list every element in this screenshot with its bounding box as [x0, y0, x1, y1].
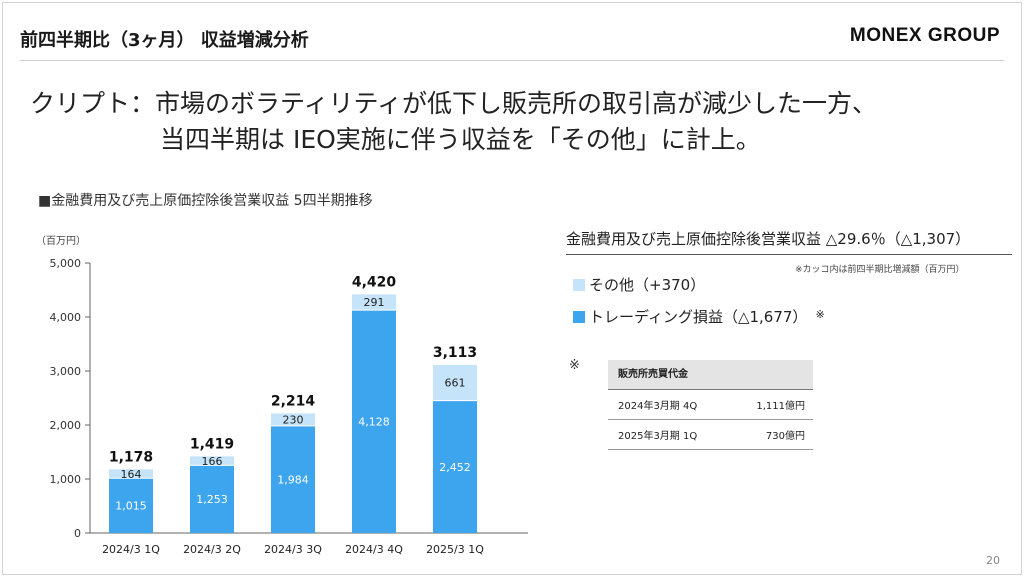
- data-label-trading: 2,452: [439, 461, 471, 474]
- data-label-trading: 4,128: [358, 416, 390, 429]
- data-label-other: 291: [364, 296, 385, 309]
- bar-segment-trading: [109, 478, 153, 533]
- x-tick-label: 2024/3 1Q: [102, 543, 160, 556]
- header-divider: [20, 60, 1004, 61]
- x-tick-label: 2025/3 1Q: [426, 543, 484, 556]
- y-unit-label: （百万円）: [36, 235, 86, 247]
- data-label-other: 661: [445, 377, 466, 390]
- data-label-total: 1,419: [190, 436, 234, 452]
- headline: クリプト：市場のボラティリティが低下し販売所の取引高が減少した一方、 当四半期は…: [30, 86, 877, 158]
- y-tick-label: 5,000: [50, 257, 82, 270]
- data-label-trading: 1,984: [277, 473, 309, 486]
- table-row: 2024年3月期 4Q 1,111億円: [608, 390, 813, 420]
- table-header: 販売所売買代金: [608, 360, 813, 390]
- legend-item-other: その他（+370）: [573, 274, 705, 295]
- data-label-total: 2,214: [271, 393, 316, 409]
- data-label-trading: 1,253: [196, 493, 228, 506]
- x-tick-label: 2024/3 4Q: [345, 543, 403, 556]
- bar-segment-trading: [433, 400, 477, 533]
- data-label-total: 4,420: [352, 274, 397, 290]
- legend-label-trading: トレーディング損益（△1,677）: [589, 308, 808, 326]
- table-cell-period: 2024年3月期 4Q: [618, 401, 698, 412]
- data-label-total: 1,178: [109, 449, 153, 465]
- legend-swatch-trading: [573, 311, 585, 323]
- bar-segment-other: [352, 294, 396, 311]
- summary-title: 金融費用及び売上原価控除後営業収益 △29.6％（△1,307）: [566, 230, 971, 248]
- stacked-bar-chart: （百万円） 0 1,000 2,000 3,000 4,000 5,000 1,015 164 1…: [36, 235, 528, 556]
- legend-label-other: その他（+370）: [589, 276, 706, 294]
- summary-note: ※カッコ内は前四半期比増減額（百万円）: [795, 265, 965, 275]
- table-cell-period: 2025年3月期 1Q: [618, 431, 698, 442]
- y-tick-label: 3,000: [50, 365, 82, 378]
- legend-footnote-mark: ※: [815, 308, 825, 321]
- bar-segment-other: [109, 469, 153, 479]
- x-tick-label: 2024/3 2Q: [183, 543, 241, 556]
- summary-divider: [566, 254, 1012, 255]
- bar-segment-other: [190, 456, 234, 466]
- legend-swatch-other: [573, 279, 585, 291]
- page-title: 前四半期比（3ヶ月） 収益増減分析: [20, 30, 309, 51]
- y-tick-label: 4,000: [50, 311, 82, 324]
- data-label-other: 164: [121, 468, 142, 481]
- table-cell-value: 730億円: [765, 431, 805, 442]
- y-tick-label: 1,000: [50, 473, 82, 486]
- footnote-mark: ※: [569, 358, 580, 373]
- headline-line-1: クリプト：市場のボラティリティが低下し販売所の取引高が減少した一方、: [30, 89, 878, 118]
- bar-segment-trading: [352, 310, 396, 533]
- company-logo: MONEX GROUP: [849, 25, 1000, 46]
- data-label-trading: 1,015: [115, 500, 147, 513]
- table-row: 2025年3月期 1Q 730億円: [608, 420, 813, 450]
- data-label-other: 166: [202, 455, 223, 468]
- bar-segment-other: [433, 364, 477, 401]
- bar-segment-other: [271, 413, 315, 426]
- bar-segment-trading: [190, 465, 234, 533]
- chart-title: ■金融費用及び売上原価控除後営業収益 5四半期推移: [38, 193, 373, 209]
- x-tick-label: 2024/3 3Q: [264, 543, 322, 556]
- data-label-total: 3,113: [433, 345, 477, 361]
- data-label-other: 230: [283, 414, 304, 427]
- bar-segment-trading: [271, 425, 315, 533]
- y-tick-label: 0: [74, 527, 81, 540]
- page-number: 20: [986, 554, 1000, 567]
- legend-item-trading: トレーディング損益（△1,677） ※: [573, 306, 825, 327]
- sales-volume-table: 販売所売買代金 2024年3月期 4Q 1,111億円 2025年3月期 1Q …: [608, 360, 813, 450]
- table-cell-value: 1,111億円: [756, 401, 805, 412]
- y-tick-label: 2,000: [50, 419, 82, 432]
- headline-line-2: 当四半期は IEO実施に伴う収益を「その他」に計上。: [160, 125, 761, 154]
